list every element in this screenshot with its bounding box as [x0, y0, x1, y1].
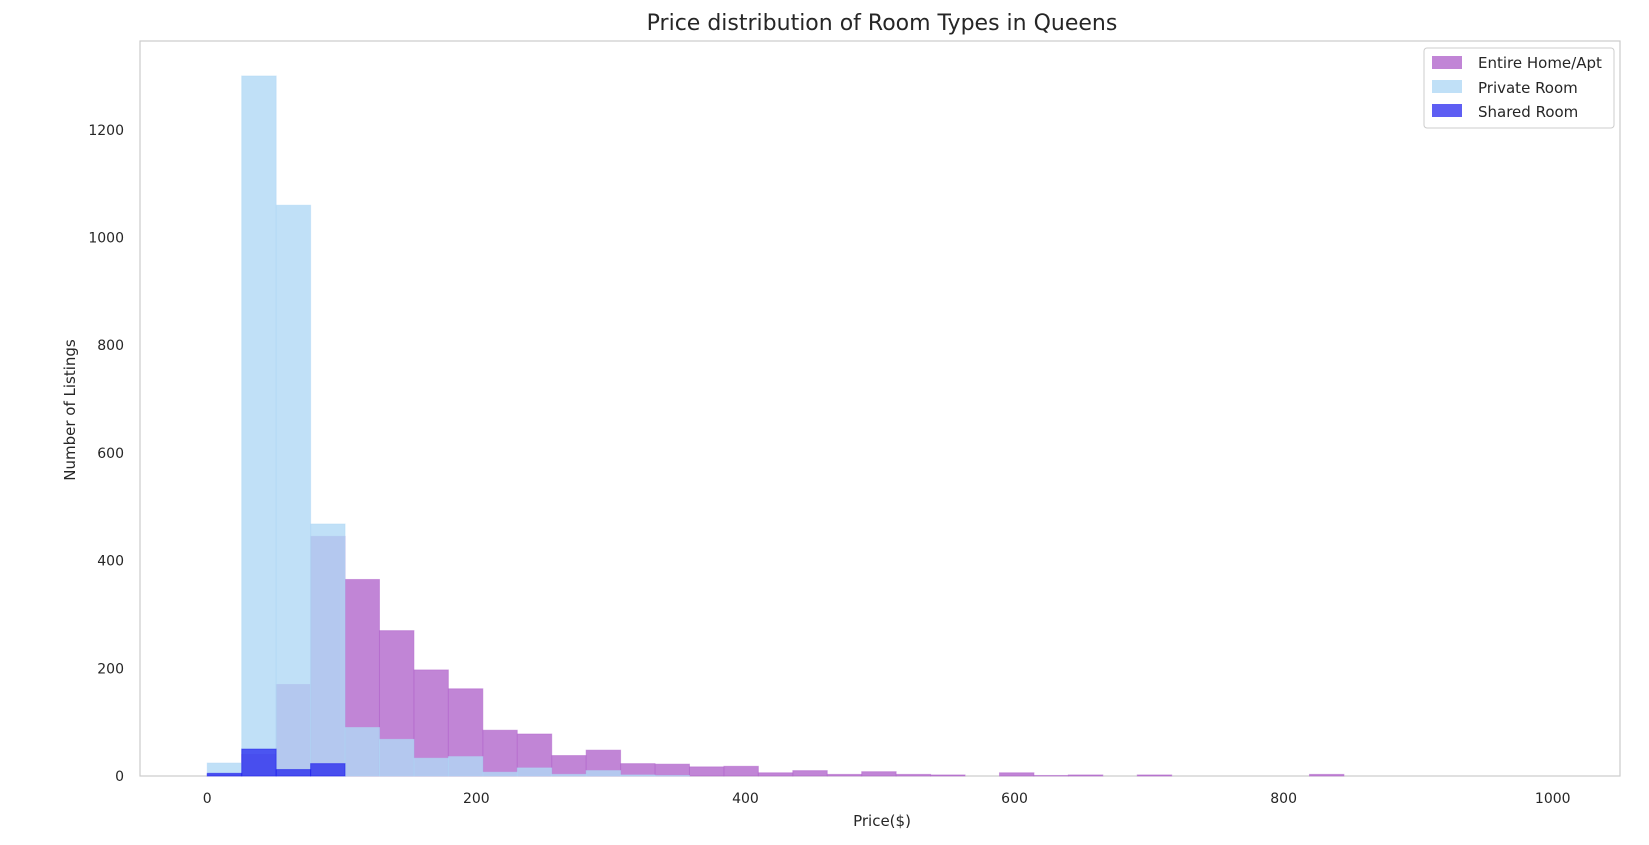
bar-entire-home-apt-27	[1136, 774, 1173, 777]
bar-entire-home-apt-12	[620, 763, 656, 777]
y-axis-ticks: 0 200 400 600 800 1000 1200	[88, 123, 124, 785]
x-axis-label: Price($)	[853, 812, 911, 830]
bar-entire-home-apt-20	[895, 773, 932, 777]
x-tick-label-0: 0	[203, 791, 212, 807]
y-tick-label-200: 200	[97, 661, 124, 677]
x-tick-label-800: 800	[1270, 791, 1297, 807]
bar-entire-home-apt-8	[482, 729, 518, 777]
legend-label-private-room: Private Room	[1478, 79, 1578, 97]
x-axis-ticks: 0 200 400 600 800 1000	[203, 791, 1571, 807]
bar-private-room-10	[551, 773, 587, 777]
bar-entire-home-apt-10	[551, 755, 587, 777]
bar-entire-home-apt-32	[1308, 773, 1345, 777]
bar-entire-home-apt-15	[723, 765, 759, 777]
bar-entire-home-apt-13	[654, 763, 690, 777]
bar-entire-home-apt-19	[861, 771, 897, 777]
legend-label-entire-home: Entire Home/Apt	[1478, 54, 1602, 72]
bar-entire-home-apt-21	[930, 774, 966, 777]
bar-private-room-12	[620, 774, 656, 777]
bar-private-room-3	[310, 523, 346, 777]
chart-title: Price distribution of Room Types in Quee…	[647, 11, 1118, 36]
bar-private-room-9	[516, 767, 553, 777]
bar-shared-room-2	[275, 769, 312, 777]
legend-swatch-shared-room	[1432, 104, 1462, 117]
legend-swatch-private-room	[1432, 80, 1462, 93]
bar-private-room-7	[447, 756, 484, 777]
y-tick-label-600: 600	[97, 446, 124, 462]
legend-label-shared-room: Shared Room	[1478, 103, 1578, 121]
bar-private-room-8	[482, 771, 518, 777]
y-tick-label-1000: 1000	[88, 231, 124, 247]
x-tick-label-400: 400	[732, 791, 759, 807]
x-tick-label-200: 200	[463, 791, 490, 807]
bar-entire-home-apt-14	[688, 766, 725, 777]
y-tick-label-800: 800	[97, 338, 124, 354]
bar-private-room-1	[241, 75, 277, 777]
bar-entire-home-apt-17	[792, 770, 828, 777]
x-tick-label-600: 600	[1001, 791, 1028, 807]
bar-entire-home-apt-23	[998, 772, 1035, 777]
bar-private-room-11	[585, 770, 622, 777]
legend: Entire Home/Apt Private Room Shared Room	[1423, 47, 1615, 129]
histogram-bars	[206, 75, 1345, 777]
x-tick-label-1000: 1000	[1535, 791, 1571, 807]
bar-shared-room-1	[241, 748, 277, 777]
bar-entire-home-apt-24	[1033, 774, 1069, 777]
bar-private-room-2	[275, 204, 312, 777]
legend-swatch-entire-home	[1432, 56, 1462, 69]
y-tick-label-0: 0	[115, 769, 124, 785]
legend-box	[1423, 47, 1615, 129]
bar-shared-room-0	[206, 772, 243, 777]
bar-private-room-4	[344, 727, 380, 777]
bar-entire-home-apt-25	[1067, 774, 1104, 777]
y-tick-label-400: 400	[97, 554, 124, 570]
bar-entire-home-apt-18	[826, 773, 863, 777]
bar-private-room-5	[378, 738, 415, 777]
y-tick-label-1200: 1200	[88, 123, 124, 139]
y-axis-label: Number of Listings	[61, 339, 79, 481]
bar-private-room-6	[413, 757, 449, 777]
bar-shared-room-3	[310, 763, 346, 777]
bar-entire-home-apt-16	[757, 772, 794, 777]
bar-private-room-13	[654, 774, 690, 777]
